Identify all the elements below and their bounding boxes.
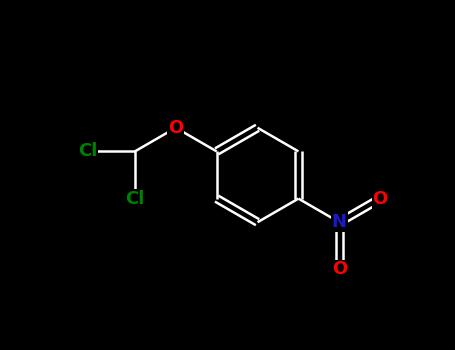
Text: O: O <box>168 119 183 137</box>
Text: Cl: Cl <box>78 142 97 160</box>
Text: Cl: Cl <box>125 190 145 208</box>
Text: O: O <box>332 260 347 279</box>
Text: O: O <box>373 190 388 208</box>
Text: N: N <box>332 213 347 231</box>
